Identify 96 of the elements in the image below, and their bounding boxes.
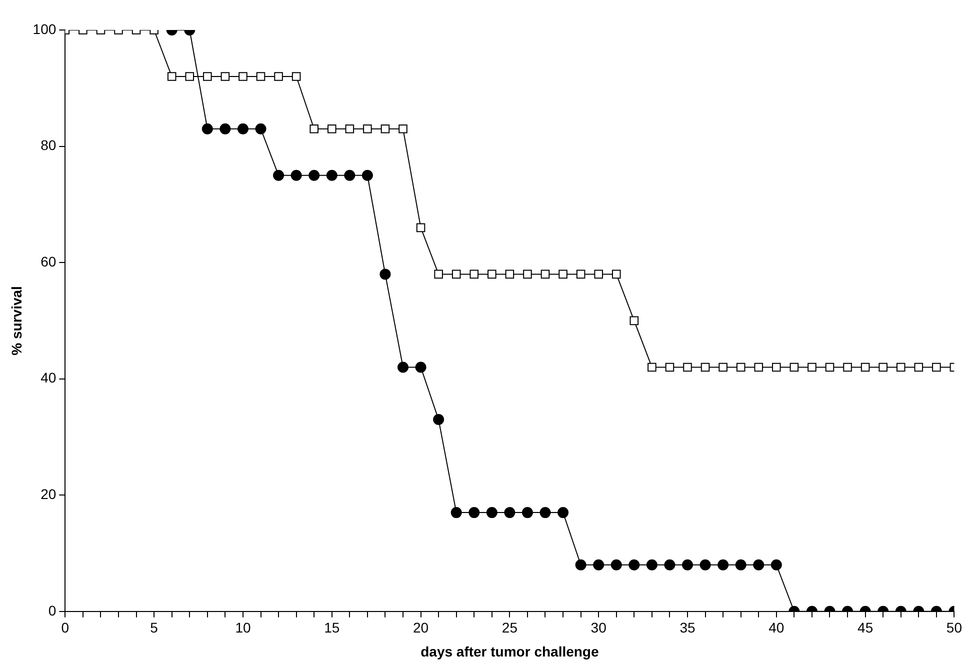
point bbox=[825, 362, 834, 372]
point bbox=[363, 124, 372, 134]
point bbox=[434, 270, 443, 279]
point bbox=[700, 559, 711, 570]
x-tick-label: 45 bbox=[858, 620, 874, 636]
y-axis-title: % survival bbox=[8, 286, 24, 356]
point bbox=[612, 270, 621, 279]
point bbox=[398, 124, 408, 134]
x-axis-title: days after tumor challenge bbox=[420, 643, 599, 660]
point bbox=[290, 170, 302, 181]
point bbox=[237, 123, 248, 134]
point bbox=[327, 124, 336, 134]
point bbox=[843, 362, 852, 372]
point bbox=[415, 362, 426, 373]
point bbox=[576, 270, 586, 279]
point bbox=[362, 170, 373, 181]
point bbox=[860, 362, 870, 372]
point bbox=[593, 559, 604, 570]
point bbox=[914, 362, 924, 372]
point bbox=[326, 170, 338, 181]
x-tick-label: 10 bbox=[235, 620, 251, 636]
point bbox=[718, 362, 728, 372]
y-tick-label: 20 bbox=[40, 486, 56, 502]
point bbox=[416, 223, 426, 232]
x-tick-label: 40 bbox=[768, 620, 784, 636]
point bbox=[648, 362, 656, 372]
point bbox=[808, 362, 816, 372]
point bbox=[736, 362, 746, 372]
point bbox=[665, 362, 674, 372]
point bbox=[450, 507, 462, 518]
x-tick-label: 35 bbox=[680, 620, 696, 636]
point bbox=[718, 559, 729, 570]
point bbox=[273, 170, 284, 181]
point bbox=[380, 124, 390, 134]
point bbox=[308, 170, 320, 181]
point bbox=[380, 268, 391, 280]
point bbox=[522, 507, 533, 518]
y-tick-label: 100 bbox=[32, 20, 56, 37]
point bbox=[770, 559, 782, 570]
point bbox=[540, 270, 550, 279]
x-tick-label: 15 bbox=[324, 620, 340, 636]
point bbox=[932, 362, 941, 372]
point bbox=[646, 559, 658, 570]
x-tick-label: 25 bbox=[502, 620, 518, 636]
point bbox=[610, 559, 622, 570]
point bbox=[594, 270, 603, 279]
point bbox=[345, 124, 354, 134]
point bbox=[505, 270, 514, 279]
point bbox=[292, 72, 301, 81]
point bbox=[630, 316, 639, 326]
point bbox=[203, 72, 212, 81]
point bbox=[452, 270, 461, 279]
point bbox=[344, 170, 356, 181]
point bbox=[523, 270, 532, 279]
y-tick-label: 40 bbox=[40, 370, 56, 386]
point bbox=[486, 507, 498, 518]
point bbox=[735, 559, 746, 570]
point bbox=[790, 362, 799, 372]
point bbox=[558, 507, 569, 518]
point bbox=[202, 123, 213, 134]
point bbox=[558, 270, 568, 279]
point bbox=[754, 362, 764, 372]
point bbox=[683, 362, 692, 372]
x-tick-label: 5 bbox=[150, 620, 158, 636]
y-tick-label: 80 bbox=[40, 137, 56, 154]
point bbox=[896, 362, 906, 372]
y-tick-label: 60 bbox=[40, 253, 56, 270]
point bbox=[488, 270, 496, 279]
point bbox=[504, 507, 516, 518]
point bbox=[682, 559, 693, 570]
point bbox=[256, 72, 266, 81]
y-tick-label: 0 bbox=[48, 602, 56, 618]
x-tick-label: 0 bbox=[61, 620, 70, 636]
point bbox=[700, 362, 710, 372]
point bbox=[220, 72, 230, 81]
point bbox=[575, 559, 586, 570]
point bbox=[470, 270, 479, 279]
point bbox=[220, 123, 231, 134]
point bbox=[468, 507, 480, 518]
point bbox=[628, 559, 640, 570]
point bbox=[433, 414, 444, 426]
point bbox=[753, 559, 764, 570]
x-tick-label: 20 bbox=[412, 620, 429, 636]
point bbox=[398, 362, 408, 373]
point bbox=[274, 72, 283, 81]
point bbox=[167, 72, 176, 81]
point bbox=[255, 123, 266, 134]
point bbox=[772, 362, 781, 372]
point bbox=[238, 72, 248, 81]
point bbox=[310, 124, 318, 134]
point bbox=[664, 559, 676, 570]
point bbox=[878, 362, 888, 372]
x-tick-label: 50 bbox=[946, 620, 962, 636]
x-tick-label: 30 bbox=[590, 620, 607, 636]
point bbox=[185, 72, 194, 81]
point bbox=[540, 507, 551, 518]
